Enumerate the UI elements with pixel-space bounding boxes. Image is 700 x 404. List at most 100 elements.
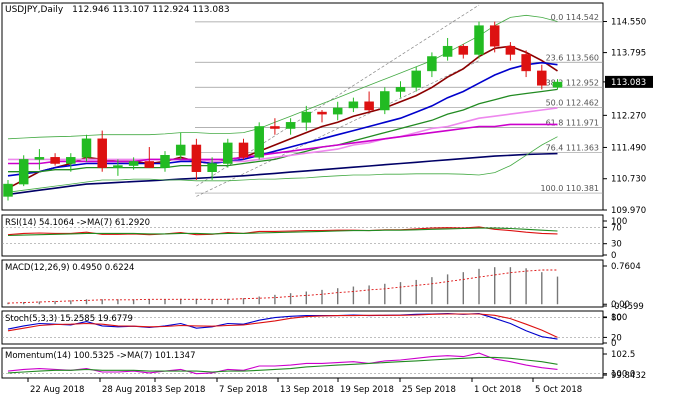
candle[interactable] [537, 64, 547, 90]
momentum-line-0 [7, 352, 558, 375]
candle[interactable] [18, 155, 29, 187]
candle-body [223, 142, 233, 164]
price-panel[interactable] [1, 2, 604, 211]
rsi-title: RSI(14) 54.1064 ->MA(7) 61.2920 [5, 218, 150, 228]
price-tick-label: 112.270 [611, 111, 646, 121]
x-tick-label: 22 Aug 2018 [30, 385, 84, 395]
stoch-tick-label: 80 [611, 314, 622, 324]
candle-body [175, 144, 186, 156]
stoch-tick-label: 0 [611, 339, 616, 349]
x-tick-label: 13 Sep 2018 [280, 385, 334, 395]
candle[interactable] [254, 122, 264, 160]
candle[interactable] [285, 118, 296, 135]
momentum-line-1 [7, 356, 558, 374]
candle-body [238, 142, 249, 158]
candle[interactable] [50, 153, 60, 166]
momentum-title: Momentum(14) 100.5325 ->MA(7) 101.1347 [5, 351, 195, 361]
candle[interactable] [238, 138, 249, 160]
overlay-line-5 [7, 152, 558, 196]
candle[interactable] [411, 66, 421, 92]
rsi-line-1 [7, 227, 558, 237]
fib-label-6: 100.0 110.381 [540, 184, 599, 193]
candle[interactable] [427, 52, 437, 78]
overlay-line-7 [7, 136, 558, 193]
x-tick-label: 1 Oct 2018 [474, 385, 521, 395]
trend-channel-lower [196, 60, 480, 197]
candle-body [207, 163, 217, 172]
candle-body [144, 161, 155, 168]
candle[interactable] [505, 42, 516, 61]
price-tick-label: 113.795 [611, 49, 646, 59]
candle[interactable] [34, 149, 45, 170]
fib-label-5: 76.4 111.363 [546, 144, 599, 153]
rsi-tick-label: 70 [611, 223, 622, 233]
macd-signal-line [7, 269, 558, 304]
candle-body [332, 107, 343, 115]
candle[interactable] [97, 130, 107, 172]
macd-panel[interactable] [1, 259, 604, 308]
rsi-tick-label: 100 [611, 217, 627, 227]
rsi-panel[interactable] [1, 214, 604, 257]
candle-body [427, 56, 437, 72]
candle-body [34, 157, 45, 160]
price-tick-label: 111.490 [611, 143, 646, 153]
candle[interactable] [317, 109, 327, 123]
x-tick-label: 19 Sep 2018 [340, 385, 394, 395]
momentum-tick-label: 100.0 [611, 370, 635, 380]
price-tick-label: 109.970 [611, 206, 646, 216]
candle-body [395, 87, 406, 92]
x-tick-label: 5 Oct 2018 [535, 385, 582, 395]
candle-body [113, 165, 123, 168]
candle[interactable] [81, 134, 92, 162]
macd-tick-label: -0.4599 [611, 302, 644, 312]
candle[interactable] [191, 138, 202, 180]
candle[interactable] [66, 153, 76, 172]
candle[interactable] [144, 147, 155, 168]
stoch-title: Stoch(5,3,3) 15.2585 19.6779 [5, 314, 133, 324]
candle[interactable] [442, 37, 453, 61]
candle[interactable] [348, 97, 359, 113]
macd-title: MACD(12,26,9) 0.4950 0.6224 [5, 263, 134, 273]
candle[interactable] [175, 132, 186, 160]
candle-body [128, 161, 139, 166]
stoch-tick-label: 100 [611, 313, 627, 323]
candle[interactable] [364, 91, 374, 113]
trend-channel-upper [196, 4, 480, 187]
candle-body [348, 101, 359, 109]
candle[interactable] [521, 50, 531, 78]
macd-tick-label: 0.7604 [611, 262, 641, 272]
candle[interactable] [301, 105, 312, 131]
candle-body [537, 70, 547, 86]
candle-body [380, 91, 390, 111]
ohlc-values: 112.946 113.107 112.924 113.083 [72, 5, 229, 15]
candle[interactable] [458, 44, 469, 59]
candle[interactable] [113, 159, 123, 176]
candle[interactable] [270, 118, 280, 135]
candle-body [364, 101, 374, 111]
current-price-tag [605, 75, 653, 88]
candle-body [505, 45, 516, 55]
candle[interactable] [395, 81, 406, 98]
candle[interactable] [474, 21, 484, 59]
momentum-panel[interactable] [1, 347, 604, 379]
candle[interactable] [332, 101, 343, 121]
candle-body [160, 155, 170, 168]
chart-header: USDJPY,Daily 112.946 113.107 112.924 113… [5, 5, 230, 15]
candle-body [285, 122, 296, 129]
stoch-panel[interactable] [1, 310, 604, 345]
candle-body [191, 144, 202, 172]
candle[interactable] [223, 138, 233, 168]
candle[interactable] [160, 151, 170, 172]
candle[interactable] [552, 79, 563, 90]
overlay-line-0 [7, 45, 558, 189]
candle[interactable] [489, 21, 500, 53]
candle[interactable] [128, 157, 139, 170]
candle-body [270, 126, 280, 129]
candle-body [18, 159, 29, 185]
candle-body [301, 111, 312, 123]
candle[interactable] [207, 157, 217, 180]
candle[interactable] [380, 87, 390, 115]
candle[interactable] [3, 179, 13, 201]
